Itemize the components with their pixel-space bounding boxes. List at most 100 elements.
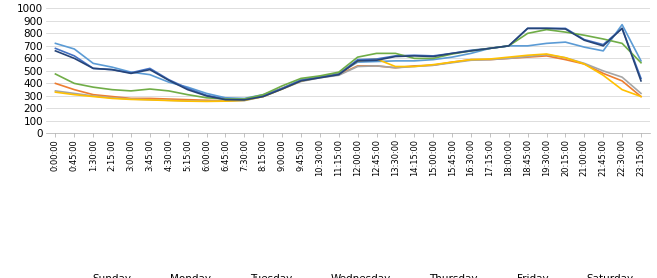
Friday bbox=[618, 42, 626, 45]
Friday bbox=[70, 82, 78, 85]
Wednesday bbox=[89, 95, 97, 98]
Wednesday bbox=[297, 79, 305, 83]
Wednesday bbox=[70, 93, 78, 96]
Tuesday bbox=[543, 53, 551, 56]
Wednesday bbox=[411, 65, 419, 68]
Friday bbox=[260, 93, 267, 96]
Friday bbox=[429, 57, 437, 60]
Tuesday bbox=[486, 58, 494, 61]
Thursday bbox=[373, 57, 380, 61]
Thursday bbox=[278, 87, 286, 90]
Sunday bbox=[260, 93, 267, 96]
Thursday bbox=[543, 27, 551, 30]
Thursday bbox=[146, 67, 154, 70]
Tuesday bbox=[202, 100, 210, 103]
Wednesday bbox=[278, 87, 286, 91]
Friday bbox=[316, 74, 324, 78]
Friday bbox=[297, 77, 305, 80]
Friday bbox=[543, 28, 551, 31]
Friday bbox=[486, 47, 494, 50]
Thursday bbox=[297, 79, 305, 82]
Wednesday bbox=[524, 54, 532, 57]
Friday bbox=[373, 52, 380, 55]
Friday bbox=[127, 89, 135, 93]
Sunday bbox=[353, 61, 361, 64]
Sunday bbox=[580, 46, 588, 49]
Saturday bbox=[335, 73, 343, 76]
Monday bbox=[580, 62, 588, 66]
Sunday bbox=[543, 42, 551, 45]
Wednesday bbox=[467, 58, 475, 61]
Saturday bbox=[70, 57, 78, 60]
Monday bbox=[524, 56, 532, 59]
Line: Sunday: Sunday bbox=[55, 25, 641, 98]
Tuesday bbox=[618, 75, 626, 79]
Sunday bbox=[599, 49, 607, 53]
Friday bbox=[580, 34, 588, 37]
Monday bbox=[562, 58, 570, 61]
Sunday bbox=[524, 44, 532, 48]
Sunday bbox=[278, 87, 286, 90]
Saturday bbox=[373, 59, 380, 62]
Saturday bbox=[184, 88, 192, 91]
Monday bbox=[89, 93, 97, 96]
Saturday bbox=[392, 55, 399, 58]
Sunday bbox=[392, 59, 399, 63]
Tuesday bbox=[127, 97, 135, 101]
Tuesday bbox=[411, 65, 419, 68]
Wednesday bbox=[335, 72, 343, 76]
Wednesday bbox=[353, 59, 361, 63]
Thursday bbox=[165, 78, 173, 81]
Monday bbox=[240, 98, 248, 101]
Friday bbox=[184, 93, 192, 96]
Thursday bbox=[618, 27, 626, 30]
Monday bbox=[353, 64, 361, 68]
Saturday bbox=[618, 27, 626, 30]
Monday bbox=[505, 57, 512, 60]
Saturday bbox=[411, 54, 419, 58]
Tuesday bbox=[373, 64, 380, 68]
Saturday bbox=[562, 27, 570, 31]
Line: Wednesday: Wednesday bbox=[55, 54, 641, 101]
Thursday bbox=[448, 52, 456, 55]
Tuesday bbox=[392, 66, 399, 70]
Saturday bbox=[127, 72, 135, 75]
Wednesday bbox=[373, 57, 380, 61]
Saturday bbox=[202, 94, 210, 98]
Saturday bbox=[240, 98, 248, 101]
Line: Saturday: Saturday bbox=[55, 28, 641, 100]
Thursday bbox=[599, 43, 607, 46]
Tuesday bbox=[221, 100, 229, 103]
Wednesday bbox=[240, 99, 248, 102]
Sunday bbox=[297, 78, 305, 81]
Tuesday bbox=[448, 61, 456, 64]
Monday bbox=[429, 64, 437, 67]
Friday bbox=[411, 57, 419, 60]
Monday bbox=[127, 97, 135, 100]
Thursday bbox=[524, 27, 532, 30]
Wednesday bbox=[146, 98, 154, 101]
Sunday bbox=[127, 71, 135, 74]
Line: Thursday: Thursday bbox=[55, 28, 641, 100]
Sunday bbox=[373, 60, 380, 63]
Thursday bbox=[108, 68, 116, 71]
Friday bbox=[467, 49, 475, 53]
Wednesday bbox=[108, 97, 116, 100]
Friday bbox=[562, 31, 570, 34]
Friday bbox=[353, 56, 361, 59]
Sunday bbox=[165, 81, 173, 84]
Friday bbox=[146, 87, 154, 91]
Tuesday bbox=[429, 64, 437, 67]
Tuesday bbox=[240, 99, 248, 102]
Wednesday bbox=[127, 98, 135, 101]
Line: Monday: Monday bbox=[55, 56, 641, 101]
Saturday bbox=[599, 44, 607, 48]
Friday bbox=[524, 32, 532, 35]
Sunday bbox=[89, 62, 97, 65]
Thursday bbox=[51, 47, 59, 50]
Saturday bbox=[108, 68, 116, 71]
Friday bbox=[240, 97, 248, 101]
Thursday bbox=[221, 97, 229, 101]
Sunday bbox=[486, 47, 494, 50]
Saturday bbox=[467, 49, 475, 53]
